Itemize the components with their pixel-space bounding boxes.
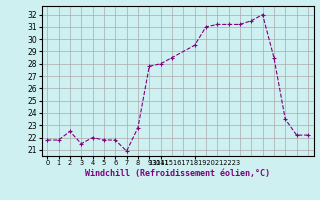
- X-axis label: Windchill (Refroidissement éolien,°C): Windchill (Refroidissement éolien,°C): [85, 169, 270, 178]
